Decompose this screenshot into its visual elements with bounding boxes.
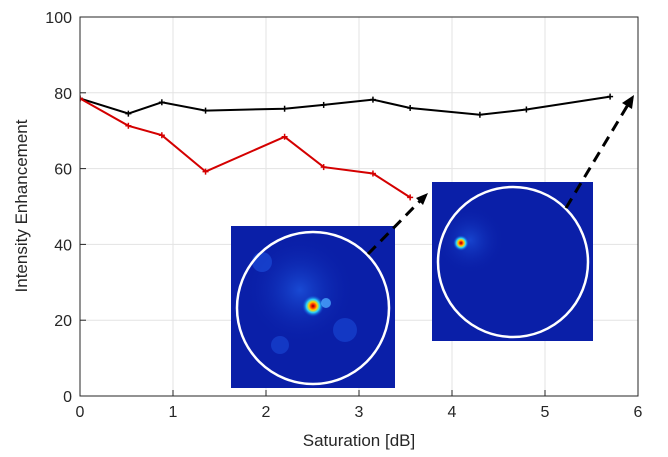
inset-1-speckle	[271, 336, 289, 354]
arrow-1-head	[416, 193, 428, 205]
series-group	[80, 93, 614, 201]
x-tick-label: 6	[634, 404, 643, 421]
y-tick-label: 20	[54, 313, 72, 330]
inset-1-aperture-ring	[235, 230, 391, 386]
inset-1-speckle	[333, 318, 357, 342]
y-axis-title: Intensity Enhancement	[12, 119, 31, 292]
arrow-2-line	[564, 102, 631, 209]
x-tick-label: 1	[169, 404, 178, 421]
series-0-point	[320, 101, 327, 108]
inset-red-endpoint-spot	[231, 226, 395, 388]
x-tick-label: 5	[541, 404, 550, 421]
series-1-point	[407, 194, 414, 201]
inset-1-side-lobe	[321, 298, 331, 308]
inset-1-speckle	[252, 252, 272, 272]
x-tick-label: 4	[448, 404, 457, 421]
x-tick-label: 0	[76, 404, 85, 421]
x-tick-labels: 0 1 2 3 4 5 6	[76, 404, 643, 421]
x-axis-title: Saturation [dB]	[303, 431, 415, 450]
arrow-2-head	[622, 95, 634, 109]
inset-1-haze	[245, 235, 355, 345]
series-0-point	[476, 111, 483, 118]
series-0-point	[407, 104, 414, 111]
tick-marks	[79, 16, 639, 397]
arrow-1-line	[366, 198, 423, 256]
series-1-point	[281, 133, 288, 140]
series-1-point	[158, 132, 165, 139]
y-tick-label: 80	[54, 86, 72, 103]
series-0-point	[202, 107, 209, 114]
series-0-point	[369, 96, 376, 103]
annotation-arrows	[366, 95, 634, 256]
series-0-point	[125, 110, 132, 117]
inset-1-spot	[302, 295, 324, 317]
series-1-point	[369, 170, 376, 177]
inset-2-spot	[453, 235, 469, 251]
series-0-point	[158, 99, 165, 106]
series-1-point	[202, 168, 209, 175]
y-tick-label: 0	[63, 389, 72, 406]
series-1-point	[80, 95, 83, 102]
x-tick-label: 3	[355, 404, 364, 421]
inset-2-aperture-ring	[436, 185, 590, 339]
inset-2-haze	[435, 205, 505, 275]
series-1-line	[80, 97, 411, 199]
y-tick-labels: 0 20 40 60 80 100	[45, 10, 72, 406]
series-0-point	[281, 105, 288, 112]
y-tick-label: 40	[54, 237, 72, 254]
series-1-point	[320, 164, 327, 171]
series-0-point	[607, 93, 614, 100]
y-tick-label: 100	[45, 10, 72, 27]
series-0-point	[523, 106, 530, 113]
inset-black-endpoint-spot	[432, 182, 593, 341]
x-tick-label: 2	[262, 404, 271, 421]
y-tick-label: 60	[54, 162, 72, 179]
series-1-point	[125, 122, 132, 129]
